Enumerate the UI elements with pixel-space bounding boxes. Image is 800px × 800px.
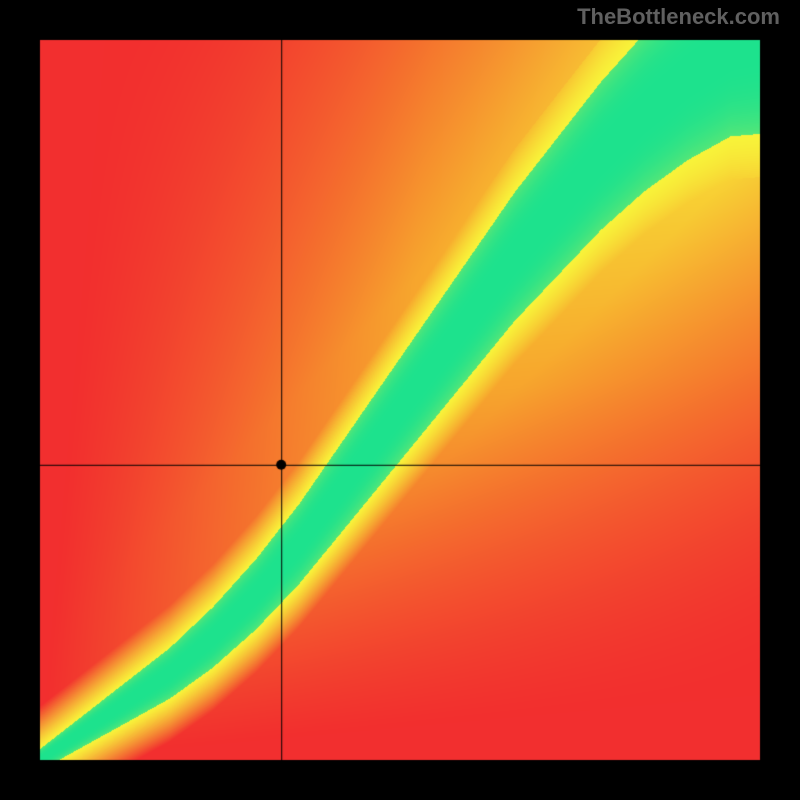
bottleneck-heatmap <box>0 0 800 800</box>
chart-container: TheBottleneck.com <box>0 0 800 800</box>
watermark-text: TheBottleneck.com <box>577 4 780 30</box>
